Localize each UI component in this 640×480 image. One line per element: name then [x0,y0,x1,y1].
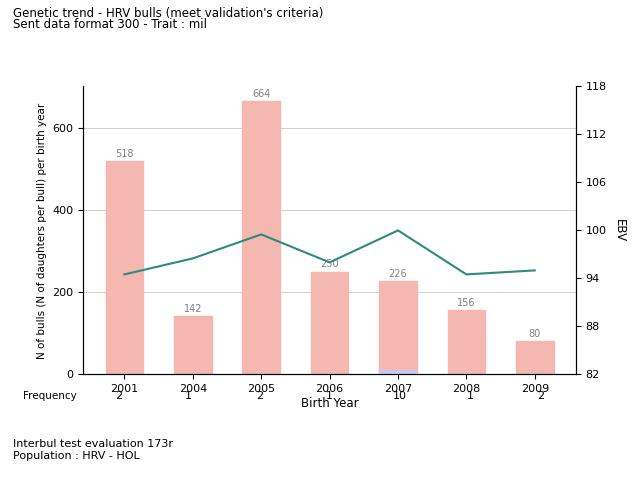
Text: Interbul test evaluation 173r: Interbul test evaluation 173r [13,439,173,449]
Text: 226: 226 [388,269,407,279]
Y-axis label: N of bulls (N of daughters per bull) per birth year: N of bulls (N of daughters per bull) per… [36,102,47,359]
Text: 156: 156 [457,298,476,308]
Text: 2: 2 [537,391,545,401]
Text: 1: 1 [186,391,192,401]
Text: Genetic trend - HRV bulls (meet validation's criteria): Genetic trend - HRV bulls (meet validati… [13,7,323,20]
Text: 664: 664 [252,89,270,99]
Y-axis label: EBV: EBV [613,219,627,242]
Text: 142: 142 [184,303,202,313]
Text: 2: 2 [255,391,263,401]
Text: Sent data format 300 - Trait : mil: Sent data format 300 - Trait : mil [13,18,207,31]
Bar [447,310,485,374]
Bar [106,161,143,374]
X-axis label: Birth Year: Birth Year [301,397,358,410]
Bar [516,341,554,374]
Text: 2: 2 [115,391,122,401]
Bar [174,316,212,374]
Text: Frequency: Frequency [23,391,77,401]
Text: 80: 80 [529,329,541,339]
Text: 1: 1 [467,391,474,401]
Text: 10: 10 [393,391,407,401]
Bar [379,281,417,374]
Bar [379,370,417,374]
Text: Population : HRV - HOL: Population : HRV - HOL [13,451,140,461]
Bar [311,272,348,374]
Text: 250: 250 [320,259,339,269]
Text: 518: 518 [115,149,134,159]
Text: 1: 1 [326,391,333,401]
Bar [243,101,280,374]
